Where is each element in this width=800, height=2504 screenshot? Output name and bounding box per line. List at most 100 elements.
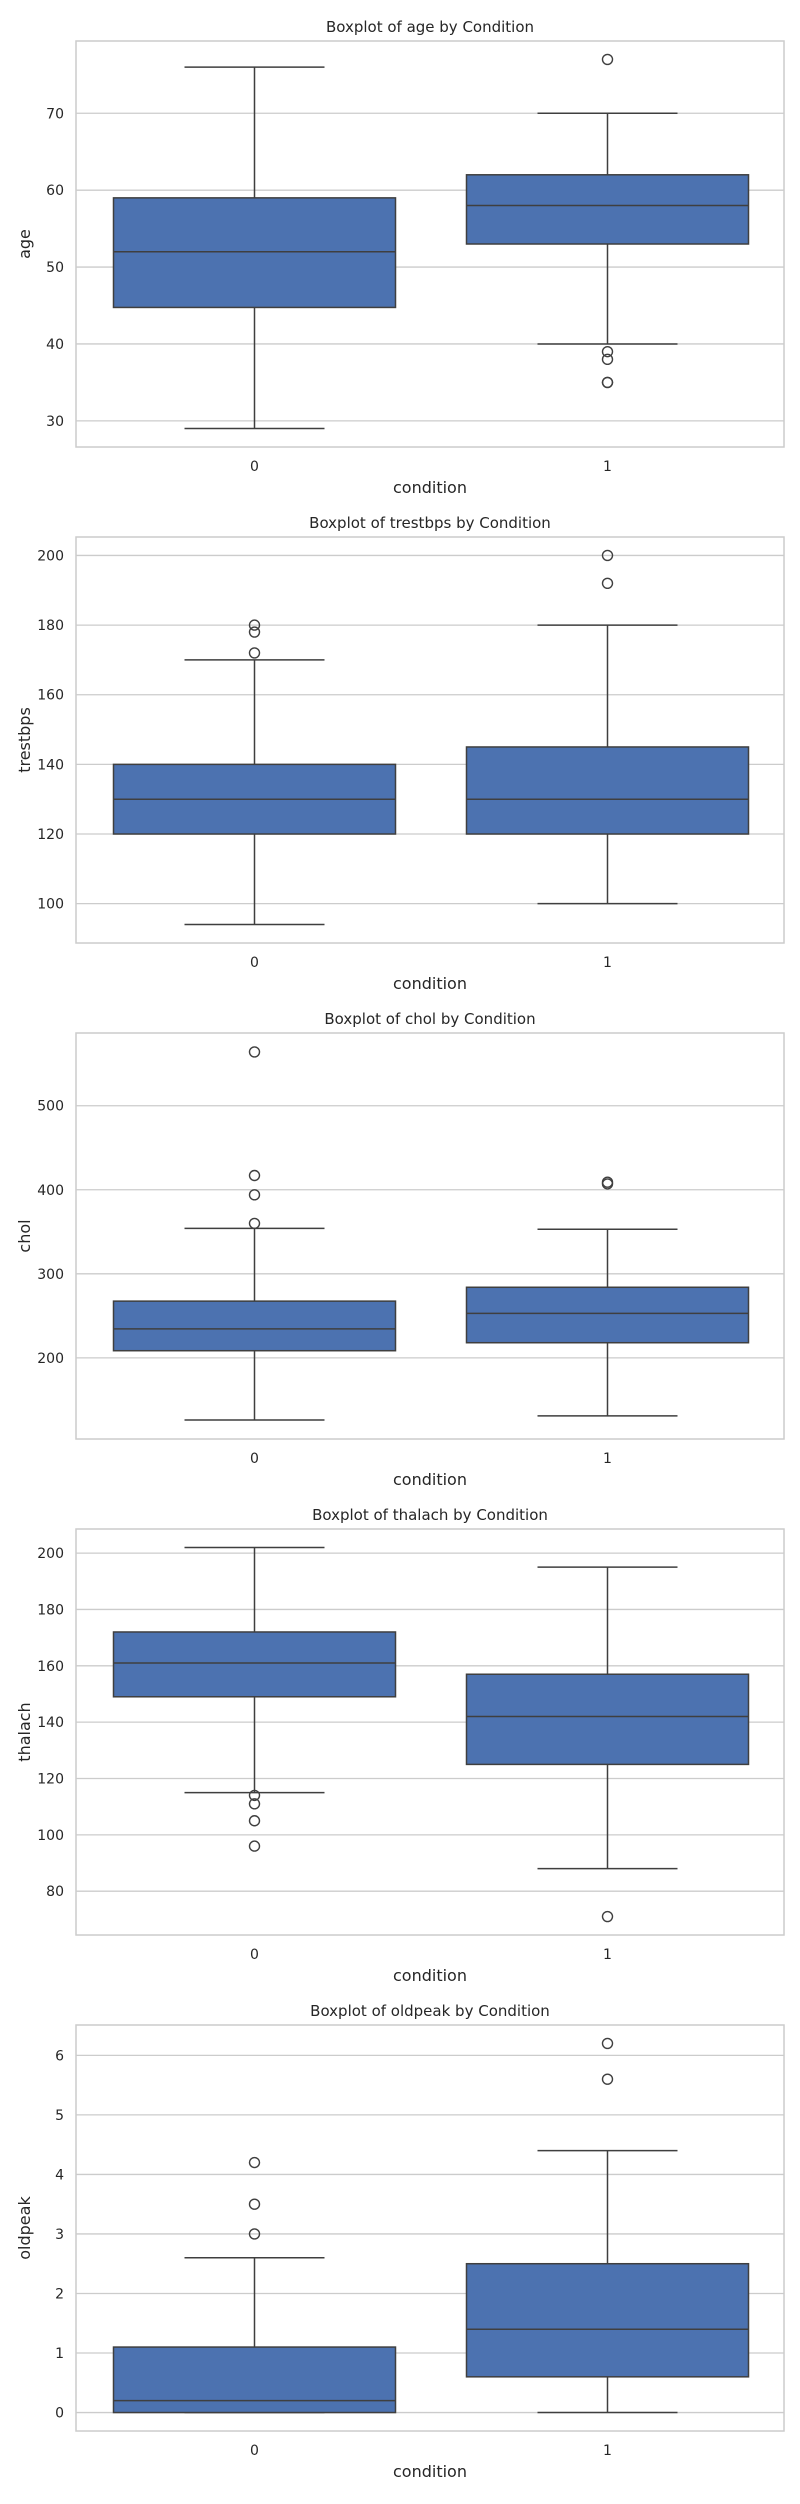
outlier-point <box>248 1046 261 1058</box>
box-1 <box>465 2037 750 2414</box>
outlier-point <box>248 1840 261 1852</box>
x-tick-label: 0 <box>250 1947 259 1963</box>
y-tick-label: 3 <box>55 2227 64 2243</box>
y-tick-label: 70 <box>46 106 64 122</box>
iqr-box <box>112 2346 397 2414</box>
y-tick-label: 180 <box>37 1602 64 1618</box>
y-tick-label: 60 <box>46 183 64 199</box>
y-axis-label: thalach <box>15 1702 34 1761</box>
y-tick-label: 200 <box>37 548 64 564</box>
y-tick-label: 200 <box>37 1546 64 1562</box>
chart-panel-0: Boxplot of age by Condition 30 40 50 60 70 0 1 c… <box>15 18 785 497</box>
plot-frame <box>75 1032 785 1440</box>
x-tick-label: 0 <box>250 2443 259 2459</box>
outlier-point <box>248 1189 261 1201</box>
y-tick-label: 40 <box>46 337 64 353</box>
chart-panel-2: Boxplot of chol by Condition 200 300 400 500… <box>15 1010 785 1489</box>
y-tick-label: 160 <box>37 688 64 704</box>
y-tick-label: 180 <box>37 618 64 634</box>
y-tick-label: 140 <box>37 1715 64 1731</box>
x-axis-label: condition <box>393 2462 467 2481</box>
y-tick-label: 50 <box>46 260 64 276</box>
outlier-point <box>248 1815 261 1827</box>
y-tick-label: 6 <box>55 2048 64 2064</box>
box-1 <box>465 549 750 905</box>
box-1 <box>465 1566 750 1923</box>
x-tick-label: 1 <box>603 1451 612 1467</box>
x-axis-label: condition <box>393 478 467 497</box>
y-tick-label: 80 <box>46 1884 64 1900</box>
y-axis-label: chol <box>15 1219 34 1252</box>
outlier-point <box>248 2228 261 2240</box>
y-tick-label: 300 <box>37 1267 64 1283</box>
plot-frame <box>75 1528 785 1936</box>
y-tick-label: 1 <box>55 2346 64 2362</box>
x-axis-label: condition <box>393 1470 467 1489</box>
x-axis-label: condition <box>393 1966 467 1985</box>
iqr-box <box>465 1673 750 1766</box>
box-1 <box>465 53 750 389</box>
outlier-point <box>601 353 614 366</box>
outlier-point <box>248 2156 261 2169</box>
x-tick-label: 1 <box>603 955 612 971</box>
iqr-box <box>465 174 750 245</box>
box-0 <box>112 619 397 926</box>
y-tick-label: 160 <box>37 1659 64 1675</box>
iqr-box <box>465 1286 750 1344</box>
outlier-point <box>601 2073 614 2085</box>
plot-frame <box>75 536 785 944</box>
plot-frame <box>75 2024 785 2432</box>
outlier-point <box>248 2198 261 2210</box>
x-tick-label: 1 <box>603 2443 612 2459</box>
chart-title: Boxplot of thalach by Condition <box>312 1506 548 1524</box>
y-axis-label: oldpeak <box>15 2196 34 2260</box>
y-tick-label: 200 <box>37 1351 64 1367</box>
outlier-point <box>601 577 614 590</box>
outlier-point <box>601 376 614 389</box>
x-axis-label: condition <box>393 974 467 993</box>
outlier-point <box>248 1217 261 1230</box>
y-tick-label: 400 <box>37 1183 64 1199</box>
outlier-point <box>248 1169 261 1182</box>
box-0 <box>112 66 397 430</box>
outlier-point <box>601 2037 614 2050</box>
chart-panel-4: Boxplot of oldpeak by Condition 0 1 2 3 4 5 6 0 1… <box>15 2002 785 2481</box>
outlier-point <box>601 1910 614 1923</box>
box-0 <box>112 1546 397 1852</box>
chart-title: Boxplot of trestbps by Condition <box>309 514 551 532</box>
outlier-point <box>248 1789 261 1802</box>
outlier-point <box>248 619 261 631</box>
y-axis-label: age <box>15 229 34 259</box>
y-tick-label: 2 <box>55 2286 64 2302</box>
outlier-point <box>248 1798 261 1810</box>
chart-panel-3: Boxplot of thalach by Condition 80 100 120 1… <box>15 1506 785 1985</box>
box-0 <box>112 1046 397 1421</box>
iqr-box <box>112 1300 397 1352</box>
box-1 <box>465 1176 750 1417</box>
y-tick-label: 120 <box>37 827 64 843</box>
x-tick-label: 0 <box>250 955 259 971</box>
y-tick-label: 500 <box>37 1099 64 1115</box>
plot-frame <box>75 40 785 448</box>
iqr-box <box>112 197 397 309</box>
outlier-point <box>601 345 614 358</box>
iqr-box <box>112 1631 397 1698</box>
outlier-point <box>248 626 261 638</box>
x-tick-label: 0 <box>250 1451 259 1467</box>
iqr-box <box>465 746 750 835</box>
y-axis-label: trestbps <box>15 707 34 773</box>
chart-panel-1: Boxplot of trestbps by Condition 100 120 14… <box>15 514 785 993</box>
x-tick-label: 0 <box>250 459 259 475</box>
y-tick-label: 4 <box>55 2167 64 2183</box>
x-tick-label: 1 <box>603 1947 612 1963</box>
box-0 <box>112 2156 397 2414</box>
outlier-point <box>601 1178 614 1190</box>
chart-title: Boxplot of oldpeak by Condition <box>310 2002 550 2020</box>
y-tick-label: 140 <box>37 757 64 773</box>
y-tick-label: 5 <box>55 2108 64 2124</box>
outlier-point <box>601 549 614 562</box>
chart-title: Boxplot of chol by Condition <box>324 1010 535 1028</box>
y-tick-label: 100 <box>37 1828 64 1844</box>
